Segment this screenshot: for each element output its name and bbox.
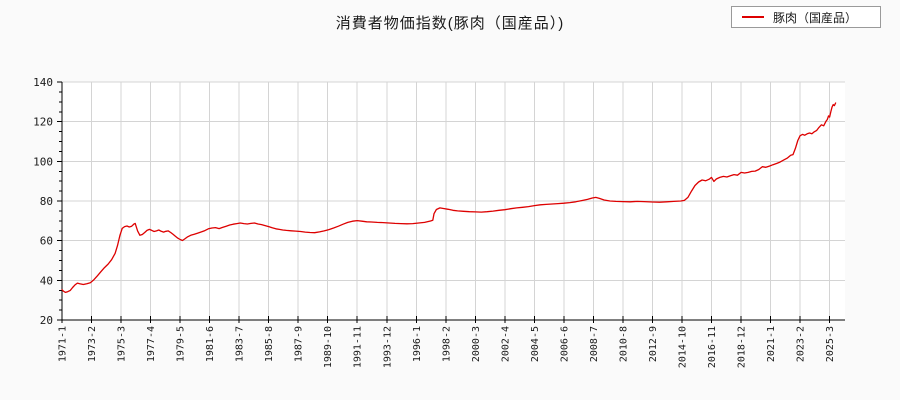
svg-text:60: 60 — [40, 235, 53, 248]
svg-text:1973-2: 1973-2 — [87, 326, 98, 362]
svg-text:1983-7: 1983-7 — [235, 326, 246, 362]
svg-text:140: 140 — [33, 76, 53, 89]
svg-text:1987-9: 1987-9 — [294, 326, 305, 362]
legend-label: 豚肉（国産品） — [773, 10, 858, 25]
svg-text:1979-5: 1979-5 — [176, 326, 187, 362]
series-line-0 — [61, 102, 837, 294]
svg-text:2010-8: 2010-8 — [618, 326, 629, 362]
svg-text:1993-12: 1993-12 — [382, 326, 393, 368]
svg-text:40: 40 — [40, 274, 53, 287]
svg-text:1985-8: 1985-8 — [264, 326, 275, 362]
svg-text:100: 100 — [33, 155, 53, 168]
svg-text:1989-10: 1989-10 — [323, 326, 334, 368]
chart-title: 消費者物価指数(豚肉（国産品）) — [335, 15, 565, 32]
svg-text:2023-2: 2023-2 — [796, 326, 807, 362]
svg-text:1981-6: 1981-6 — [205, 326, 216, 362]
svg-text:1996-1: 1996-1 — [412, 326, 423, 362]
svg-text:120: 120 — [33, 116, 53, 129]
svg-text:2018-12: 2018-12 — [737, 326, 748, 368]
svg-text:2008-7: 2008-7 — [589, 326, 600, 362]
svg-text:2006-6: 2006-6 — [559, 326, 570, 362]
svg-text:2012-9: 2012-9 — [648, 326, 659, 362]
x-tick-labels: 1971-1 1973-2 1975-3 1977-4 1979-5 1981-6 1983… — [58, 326, 837, 368]
svg-text:2000-3: 2000-3 — [471, 326, 482, 362]
y-tick-labels: 20 40 60 80 100 120 140 — [33, 76, 53, 327]
legend-line-swatch — [742, 16, 764, 18]
svg-text:1977-4: 1977-4 — [146, 326, 157, 362]
svg-text:2025-3: 2025-3 — [825, 326, 836, 362]
svg-text:2021-1: 2021-1 — [766, 326, 777, 362]
legend: 豚肉（国産品） — [731, 6, 881, 28]
svg-text:1975-3: 1975-3 — [117, 326, 128, 362]
svg-text:2002-4: 2002-4 — [500, 326, 511, 362]
svg-text:1971-1: 1971-1 — [58, 326, 69, 362]
svg-text:80: 80 — [40, 195, 53, 208]
svg-text:1991-11: 1991-11 — [353, 326, 364, 368]
svg-text:2004-5: 2004-5 — [530, 326, 541, 362]
svg-text:1998-2: 1998-2 — [441, 326, 452, 362]
svg-text:2016-11: 2016-11 — [707, 326, 718, 368]
svg-text:20: 20 — [40, 314, 53, 327]
svg-text:2014-10: 2014-10 — [678, 326, 689, 368]
gridlines — [61, 81, 845, 321]
axes — [57, 81, 845, 323]
